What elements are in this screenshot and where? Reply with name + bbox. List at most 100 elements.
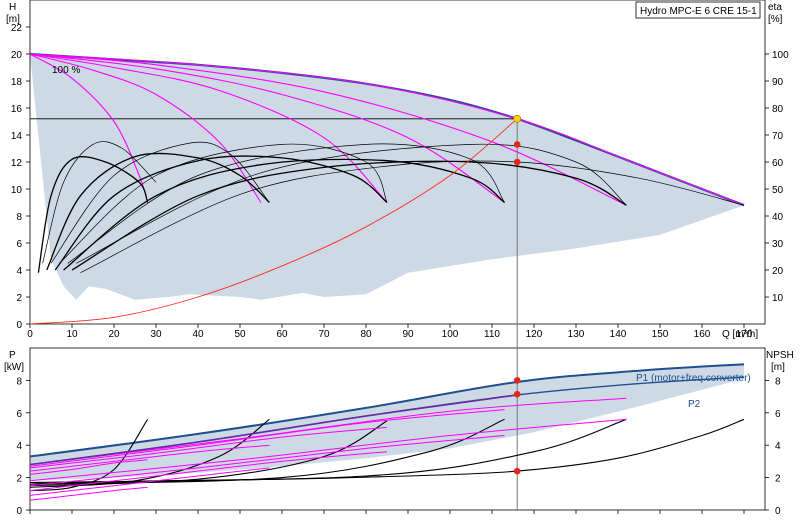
q-axis-tick-label: 120 — [526, 329, 543, 340]
q-axis-tick-label: 20 — [108, 329, 120, 340]
operating-point-head — [513, 141, 521, 148]
power-envelope-area — [30, 364, 744, 481]
p2-duty-curve — [29, 394, 518, 466]
efficiency-curve — [29, 118, 518, 325]
operating-point-npsh — [513, 467, 521, 475]
eta-axis-title: eta — [768, 2, 782, 13]
q-axis-tick-label: 40 — [192, 329, 204, 340]
npsh-axis-unit: [m] — [771, 362, 785, 373]
h-axis-unit: [m] — [6, 14, 20, 25]
q-axis-tick-label: 30 — [150, 329, 162, 340]
q-axis-tick-label: 10 — [66, 329, 78, 340]
h-axis-tick-label: 0 — [16, 320, 22, 331]
q-axis-tick-label: 150 — [652, 329, 669, 340]
npsh-axis-title: NPSH — [766, 350, 794, 361]
h-axis-tick-label: 16 — [11, 104, 23, 115]
eta-axis-tick-label: 90 — [772, 77, 784, 88]
p-axis-tick-label: 8 — [16, 376, 22, 387]
operating-point-p2 — [513, 390, 521, 398]
chart-title-box — [635, 1, 761, 19]
npsh-axis-tick-label: 2 — [775, 474, 781, 485]
q-axis-tick-label: 60 — [276, 329, 288, 340]
power-curve — [29, 409, 505, 467]
p-axis-unit: [kW] — [4, 362, 24, 373]
speed-label: 100 % — [52, 65, 80, 76]
power-curve — [29, 451, 388, 492]
q-axis-tick-label: 140 — [610, 329, 627, 340]
p-axis-tick-label: 4 — [16, 441, 22, 452]
q-axis-tick-label: 130 — [568, 329, 585, 340]
eta-axis-tick-label: 30 — [772, 239, 784, 250]
power-curve — [29, 418, 627, 482]
power-curve — [29, 467, 270, 496]
h-axis-tick-label: 6 — [16, 239, 22, 250]
power-curve — [29, 459, 148, 475]
eta-axis-unit: [%] — [768, 14, 783, 25]
q-axis-tick-label: 100 — [442, 329, 459, 340]
operating-point-p1 — [513, 377, 521, 384]
h-axis-tick-label: 2 — [16, 293, 22, 304]
reduced-speed-curve — [29, 53, 505, 203]
p-axis-tick-label: 2 — [16, 474, 22, 485]
pump-efficiency-curve — [80, 160, 745, 274]
power-curve — [29, 486, 148, 501]
power-curve — [29, 444, 270, 472]
npsh-axis-tick-label: 4 — [775, 441, 781, 452]
eta-axis-tick-label: 20 — [772, 266, 784, 277]
npsh-axis-tick-label: 0 — [775, 506, 781, 517]
eta-axis-tick-label: 50 — [772, 185, 784, 196]
pump-efficiency-curve — [42, 141, 157, 264]
eta-axis-tick-label: 80 — [772, 104, 784, 115]
q-axis-tick-label: 70 — [318, 329, 330, 340]
p-axis-tick-label: 0 — [16, 506, 22, 517]
q-axis-tick-label: 110 — [484, 329, 500, 340]
pump-efficiency-curve — [76, 143, 627, 264]
reduced-speed-curve — [29, 53, 262, 203]
pump-efficiency-curve — [54, 155, 388, 271]
h-axis-tick-label: 8 — [16, 212, 22, 223]
eta-axis-tick-label: 40 — [772, 212, 784, 223]
eta-axis-tick-label: 10 — [772, 293, 784, 304]
reduced-speed-curve — [29, 53, 745, 206]
p1-curve — [29, 363, 745, 458]
pump-efficiency-curve — [59, 143, 388, 264]
operating-point-efficiency — [513, 158, 521, 166]
pump-efficiency-curve — [63, 158, 506, 271]
h-axis-tick-label: 10 — [11, 185, 23, 196]
chart-title: Hydro MPC-E 6 CRE 15-1 — [640, 6, 757, 17]
npsh-axis-tick-label: 8 — [775, 376, 781, 387]
q-axis-tick-label: 0 — [27, 329, 33, 340]
power-curve — [29, 397, 627, 466]
q-axis-tick-label: 50 — [234, 329, 246, 340]
head-envelope-area — [30, 54, 744, 300]
eta-axis-tick-label: 60 — [772, 158, 784, 169]
q-axis-title: Q [m³/h] — [722, 329, 758, 340]
h-axis-tick-label: 4 — [16, 266, 22, 277]
q-axis-tick-label: 80 — [360, 329, 372, 340]
duty-point — [513, 114, 522, 123]
p1-legend-label: P1 (motor+freq.converter) — [636, 373, 751, 384]
h-axis-tick-label: 22 — [11, 23, 23, 34]
power-curve — [29, 435, 505, 487]
h-axis-tick-label: 18 — [11, 77, 23, 88]
pump-efficiency-curve — [71, 160, 627, 271]
npsh-curve — [29, 420, 388, 487]
reduced-speed-curve — [29, 53, 149, 203]
h-axis-tick-label: 12 — [11, 158, 23, 169]
h-axis-tick-label: 14 — [11, 131, 23, 142]
npsh-axis-tick-label: 6 — [775, 409, 781, 420]
reduced-speed-curve — [29, 53, 627, 206]
pump-efficiency-curve — [37, 156, 149, 273]
eta-axis-tick-label: 70 — [772, 131, 784, 142]
p-axis-tick-label: 6 — [16, 409, 22, 420]
h-axis-tick-label: 20 — [11, 50, 23, 61]
p2-legend-label: P2 — [688, 399, 701, 410]
p-axis-title: P — [9, 350, 16, 361]
q-axis-tick-label: 170 — [736, 329, 753, 340]
power-curve — [29, 426, 388, 469]
npsh-curve — [29, 418, 627, 484]
h-axis-title: H — [9, 2, 16, 13]
q-axis-tick-label: 90 — [402, 329, 414, 340]
q-axis-tick-label: 160 — [694, 329, 711, 340]
